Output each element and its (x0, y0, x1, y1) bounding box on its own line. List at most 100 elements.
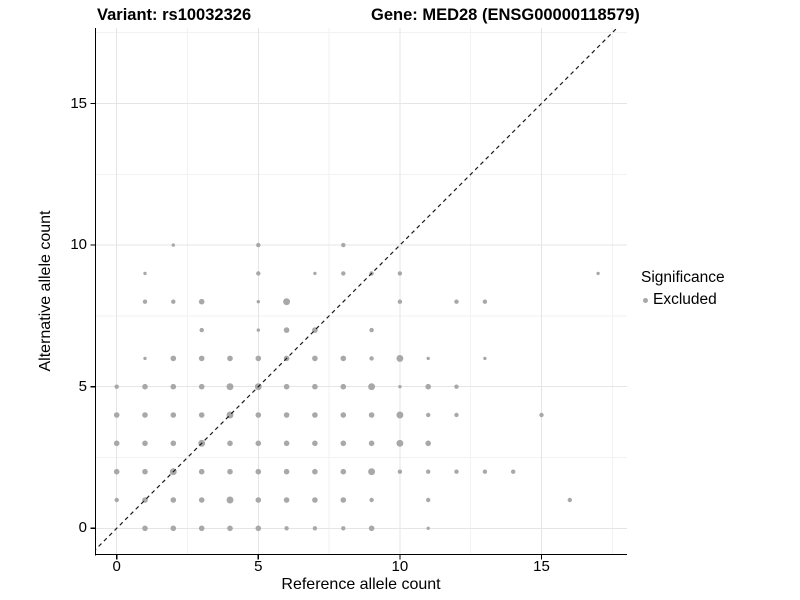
data-point (368, 383, 376, 391)
data-point (454, 412, 459, 418)
data-point (312, 440, 318, 447)
data-point (256, 242, 261, 248)
data-point (142, 299, 148, 304)
data-point (313, 271, 317, 276)
data-point (198, 412, 205, 418)
data-point (171, 299, 176, 304)
data-point (368, 440, 375, 447)
data-point (340, 468, 347, 475)
data-point (170, 355, 177, 362)
data-point (114, 384, 119, 389)
data-point (340, 440, 347, 447)
data-point (227, 355, 233, 362)
data-point (284, 526, 289, 531)
data-point (255, 440, 262, 447)
data-point (142, 440, 148, 447)
data-point (397, 299, 403, 304)
data-point (426, 497, 431, 503)
data-point (255, 412, 262, 418)
x-tick-label: 15 (533, 558, 550, 575)
data-point (255, 355, 262, 362)
data-point (312, 468, 318, 475)
legend: Significance Excluded (641, 269, 725, 309)
data-point (312, 497, 318, 503)
data-point (170, 440, 177, 447)
data-point (198, 298, 205, 305)
data-point (143, 271, 147, 276)
data-point (170, 497, 177, 503)
data-point (397, 469, 403, 474)
x-tick-label: 0 (112, 558, 121, 575)
data-point (255, 525, 262, 532)
data-point (340, 355, 347, 362)
data-point (482, 469, 488, 474)
data-point (171, 243, 175, 247)
data-point (312, 412, 318, 418)
data-point (283, 468, 290, 475)
y-tick-label: 15 (70, 94, 87, 112)
variant-title: Variant: rs10032326 (97, 6, 252, 24)
data-point (454, 299, 459, 304)
data-point (396, 439, 404, 447)
data-point (369, 497, 374, 503)
data-point (340, 497, 347, 503)
data-point (426, 412, 431, 418)
data-point (426, 526, 430, 530)
data-point (341, 271, 346, 276)
data-point (425, 440, 432, 447)
x-axis-title: Reference allele count (281, 576, 441, 593)
data-point (283, 440, 290, 447)
data-point (596, 271, 600, 276)
excluded-point-icon (643, 297, 648, 303)
data-point (397, 271, 403, 276)
data-point (312, 383, 318, 390)
data-point (369, 356, 374, 361)
data-point (368, 412, 375, 418)
data-point (170, 412, 177, 418)
data-point (368, 525, 375, 532)
data-point (340, 383, 347, 390)
data-point (226, 496, 234, 504)
data-point (483, 356, 487, 361)
legend-item-label: Excluded (653, 291, 717, 308)
data-point (199, 327, 204, 333)
data-point (227, 525, 233, 532)
data-point (454, 384, 459, 389)
data-point (283, 327, 290, 333)
data-point (369, 327, 374, 333)
identity-line (95, 28, 618, 551)
data-point (198, 497, 205, 503)
data-point (398, 385, 402, 389)
data-point (341, 526, 346, 531)
data-point (425, 383, 432, 390)
data-point (283, 497, 290, 503)
data-point (227, 468, 233, 475)
x-tick-label: 5 (254, 558, 263, 575)
data-point (142, 383, 148, 390)
data-point (170, 525, 177, 532)
data-point (283, 412, 290, 418)
data-point (340, 412, 347, 418)
data-point (142, 525, 148, 532)
data-point (426, 356, 430, 361)
data-point (198, 468, 205, 475)
y-tick-label: 0 (78, 519, 87, 537)
data-point (454, 469, 459, 474)
data-point (143, 356, 147, 361)
data-point (113, 412, 120, 418)
data-point (142, 412, 148, 418)
data-point (567, 497, 572, 503)
legend-title: Significance (641, 269, 725, 286)
data-point (256, 271, 261, 276)
data-point (396, 411, 404, 419)
data-point (198, 355, 205, 362)
data-point (283, 298, 291, 306)
data-point (255, 497, 262, 503)
data-point (283, 383, 290, 390)
data-point (482, 299, 488, 304)
data-point (396, 354, 404, 362)
data-point (170, 383, 177, 390)
y-tick-label: 5 (78, 377, 87, 395)
